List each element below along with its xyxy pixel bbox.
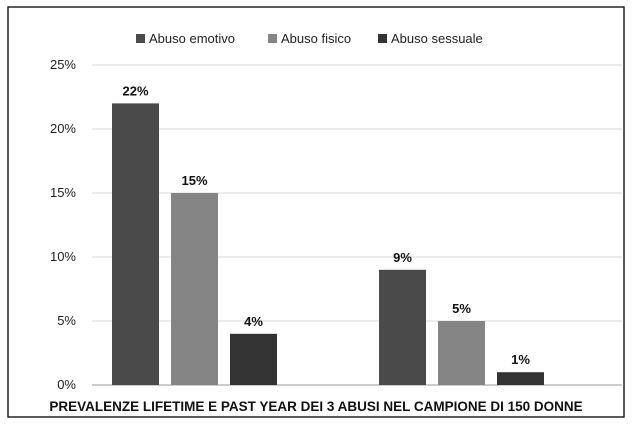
- bar: [497, 372, 544, 385]
- legend-swatch: [136, 34, 145, 43]
- bar: [379, 269, 426, 385]
- y-tick-label: 20%: [50, 121, 76, 136]
- y-tick-label: 10%: [50, 249, 76, 264]
- y-tick-label: 25%: [50, 57, 76, 72]
- legend: Abuso emotivo Abuso fisico Abuso sessuale: [136, 31, 483, 46]
- bar: [230, 333, 277, 385]
- data-label: 22%: [122, 83, 148, 98]
- bar: [171, 193, 218, 385]
- legend-swatch: [268, 34, 277, 43]
- data-label: 4%: [244, 314, 263, 329]
- data-label: 1%: [511, 352, 530, 367]
- y-tick-label: 5%: [57, 313, 76, 328]
- legend-swatch: [378, 34, 387, 43]
- legend-label: Abuso sessuale: [391, 31, 483, 46]
- y-axis: 0% 5% 10% 15% 20% 25%: [50, 57, 76, 392]
- data-labels: 22% 15% 4% 9% 5% 1%: [122, 83, 530, 367]
- bars: [112, 103, 544, 386]
- chart-border: [7, 6, 625, 418]
- chart-title: PREVALENZE LIFETIME E PAST YEAR DEI 3 AB…: [49, 399, 582, 414]
- data-label: 15%: [181, 173, 207, 188]
- legend-label: Abuso fisico: [281, 31, 351, 46]
- y-tick-label: 0%: [57, 377, 76, 392]
- y-tick-label: 15%: [50, 185, 76, 200]
- bar: [112, 103, 159, 386]
- data-label: 5%: [452, 301, 471, 316]
- bar: [438, 321, 485, 385]
- legend-label: Abuso emotivo: [149, 31, 235, 46]
- data-label: 9%: [393, 250, 412, 265]
